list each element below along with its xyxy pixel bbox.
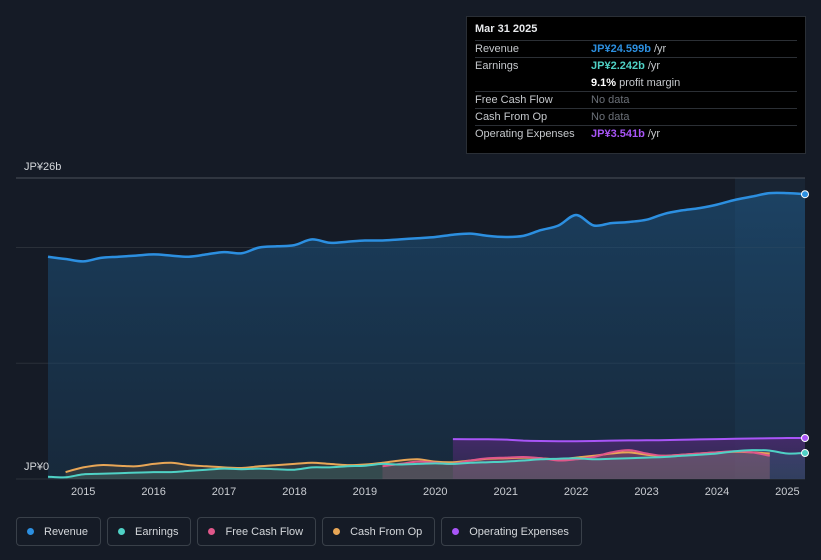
tooltip-date: Mar 31 2025 bbox=[475, 23, 538, 35]
legend-label: Cash From Op bbox=[350, 525, 423, 538]
legend: Revenue Earnings Free Cash Flow Cash From O… bbox=[16, 517, 582, 547]
tooltip-row: Free Cash Flow No data bbox=[475, 91, 797, 108]
tooltip-row-value: No data bbox=[591, 94, 630, 106]
legend-dot-icon bbox=[208, 528, 216, 535]
x-tick-label: 2024 bbox=[705, 486, 729, 498]
tooltip-row-label: Earnings bbox=[475, 60, 519, 72]
legend-item-free-cash-flow[interactable]: Free Cash Flow bbox=[197, 517, 317, 546]
chart-svg: 2015 2016 2017 2018 2019 2020 2021 2022 2023 2024… bbox=[16, 161, 809, 498]
x-tick-label: 2015 bbox=[71, 486, 95, 498]
tooltip-rows: Revenue JP¥24.599b/yr Earnings JP¥2.242b/yr… bbox=[475, 40, 797, 142]
series-areas bbox=[48, 192, 805, 479]
tooltip-row-label: Free Cash Flow bbox=[475, 94, 553, 106]
x-axis-ticks: 2015 2016 2017 2018 2019 2020 2021 2022 2023 2024… bbox=[71, 486, 800, 498]
operating-expenses-end-marker bbox=[801, 434, 809, 443]
tooltip-row: Cash From Op No data bbox=[475, 108, 797, 125]
y-axis-bottom-label: JP¥0 bbox=[24, 461, 49, 473]
revenue-area bbox=[48, 192, 805, 479]
x-tick-label: 2022 bbox=[564, 486, 588, 498]
legend-label: Operating Expenses bbox=[469, 525, 569, 538]
legend-item-cash-from-op[interactable]: Cash From Op bbox=[322, 517, 436, 546]
legend-dot-icon bbox=[27, 528, 34, 535]
tooltip-row-label: Cash From Op bbox=[475, 111, 548, 123]
tooltip-row-value: 9.1% profit margin bbox=[591, 76, 681, 89]
earnings-line bbox=[47, 449, 806, 479]
x-tick-label: 2016 bbox=[141, 486, 165, 498]
series-end-markers bbox=[801, 190, 809, 458]
revenue-end-marker bbox=[801, 190, 809, 199]
x-tick-label: 2021 bbox=[493, 486, 517, 498]
tooltip-row-value: JP¥3.541b/yr bbox=[591, 128, 661, 140]
x-tick-label: 2017 bbox=[212, 486, 236, 498]
x-tick-label: 2018 bbox=[282, 486, 306, 498]
tooltip-row-label: Operating Expenses bbox=[475, 128, 575, 140]
legend-item-operating-expenses[interactable]: Operating Expenses bbox=[441, 517, 582, 546]
revenue-line bbox=[47, 191, 806, 263]
tooltip-row: Operating Expenses JP¥3.541b/yr bbox=[475, 125, 797, 142]
y-axis-top-label: JP¥26b bbox=[24, 161, 61, 173]
data-tooltip: Mar 31 2025 Revenue JP¥24.599b/yr Earnings… bbox=[466, 16, 806, 154]
legend-item-revenue[interactable]: Revenue bbox=[16, 517, 102, 546]
x-tick-label: 2023 bbox=[634, 486, 658, 498]
x-tick-label: 2019 bbox=[353, 486, 377, 498]
x-tick-label: 2020 bbox=[423, 486, 447, 498]
legend-item-earnings[interactable]: Earnings bbox=[107, 517, 192, 546]
earnings-end-marker bbox=[801, 449, 809, 458]
tooltip-row-value: JP¥24.599b/yr bbox=[591, 43, 667, 55]
tooltip-row: Earnings JP¥2.242b/yr bbox=[475, 57, 797, 74]
legend-dot-icon bbox=[333, 528, 341, 535]
legend-label: Free Cash Flow bbox=[225, 525, 304, 538]
x-tick-label: 2025 bbox=[775, 486, 799, 498]
tooltip-row: Revenue JP¥24.599b/yr bbox=[475, 40, 797, 57]
tooltip-row-label: Revenue bbox=[475, 43, 520, 55]
tooltip-row-value: JP¥2.242b/yr bbox=[591, 60, 661, 72]
operating-expenses-line bbox=[452, 436, 805, 443]
tooltip-row-value: No data bbox=[591, 111, 630, 123]
tooltip-row: 9.1% profit margin bbox=[475, 74, 797, 91]
series-lines bbox=[47, 191, 806, 479]
legend-label: Revenue bbox=[44, 525, 89, 538]
legend-dot-icon bbox=[452, 528, 460, 535]
legend-dot-icon bbox=[118, 528, 126, 535]
legend-label: Earnings bbox=[135, 525, 179, 538]
